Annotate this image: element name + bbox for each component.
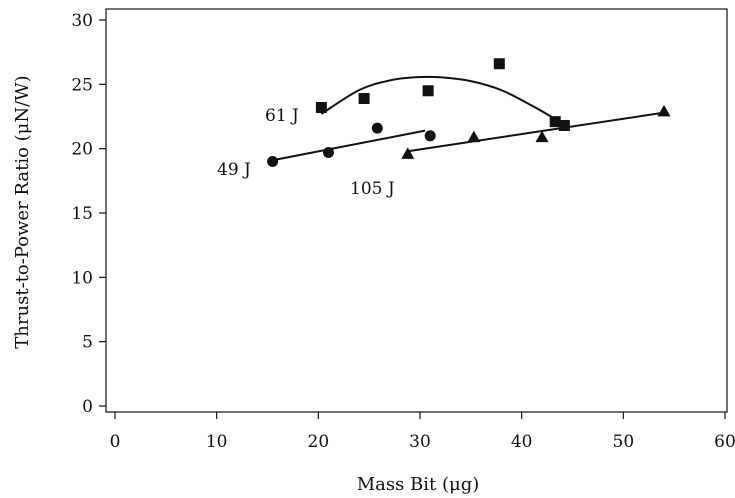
x-tick-label-5: 50 xyxy=(613,432,635,452)
x-tick-label-3: 30 xyxy=(409,432,431,452)
series-label-1: 61 J xyxy=(265,106,299,126)
x-tick-label-6: 60 xyxy=(714,432,735,452)
point-series-2-1 xyxy=(467,130,481,143)
point-series-1-3 xyxy=(493,58,505,70)
y-axis-label: Thrust-to-Power Ratio (μN/W) xyxy=(12,75,33,348)
y-tick-label-1: 5 xyxy=(82,333,93,353)
x-tick-label-0: 0 xyxy=(110,432,121,452)
point-series-1-2 xyxy=(422,85,434,97)
y-tick-label-5: 25 xyxy=(71,75,93,95)
point-series-1-4 xyxy=(549,116,561,128)
point-series-0-2 xyxy=(371,122,383,134)
point-series-1-1 xyxy=(358,92,370,104)
point-series-1-5 xyxy=(558,120,570,132)
point-series-0-3 xyxy=(424,130,436,142)
axes xyxy=(105,8,728,413)
series-label-2: 105 J xyxy=(350,179,395,199)
fit-line-series-1 xyxy=(320,75,556,120)
point-series-2-3 xyxy=(657,104,671,117)
fit-line-series-0 xyxy=(272,129,426,162)
x-axis-label: Mass Bit (μg) xyxy=(357,474,480,495)
point-series-1-0 xyxy=(315,101,327,113)
point-series-0-0 xyxy=(267,156,279,168)
y-tick-label-0: 0 xyxy=(82,397,93,417)
y-tick-label-6: 30 xyxy=(71,11,93,31)
series-labels: 49 J 61 J 105 J xyxy=(217,106,395,199)
point-series-0-1 xyxy=(323,147,334,159)
plot-frame xyxy=(105,8,728,413)
fit-line-series-2 xyxy=(407,111,665,153)
point-series-2-2 xyxy=(535,130,549,143)
data-points xyxy=(267,58,671,168)
series-label-0: 49 J xyxy=(217,160,251,180)
ticks: 0 10 20 30 40 50 60 0 5 10 15 20 25 30 xyxy=(71,11,735,452)
x-tick-label-1: 10 xyxy=(206,432,228,452)
y-tick-label-2: 10 xyxy=(71,268,93,288)
point-series-2-0 xyxy=(401,147,415,159)
y-tick-label-3: 15 xyxy=(71,204,93,224)
x-tick-label-2: 20 xyxy=(308,432,330,452)
y-tick-label-4: 20 xyxy=(71,140,93,160)
x-tick-label-4: 40 xyxy=(511,432,533,452)
fit-lines xyxy=(272,75,665,162)
